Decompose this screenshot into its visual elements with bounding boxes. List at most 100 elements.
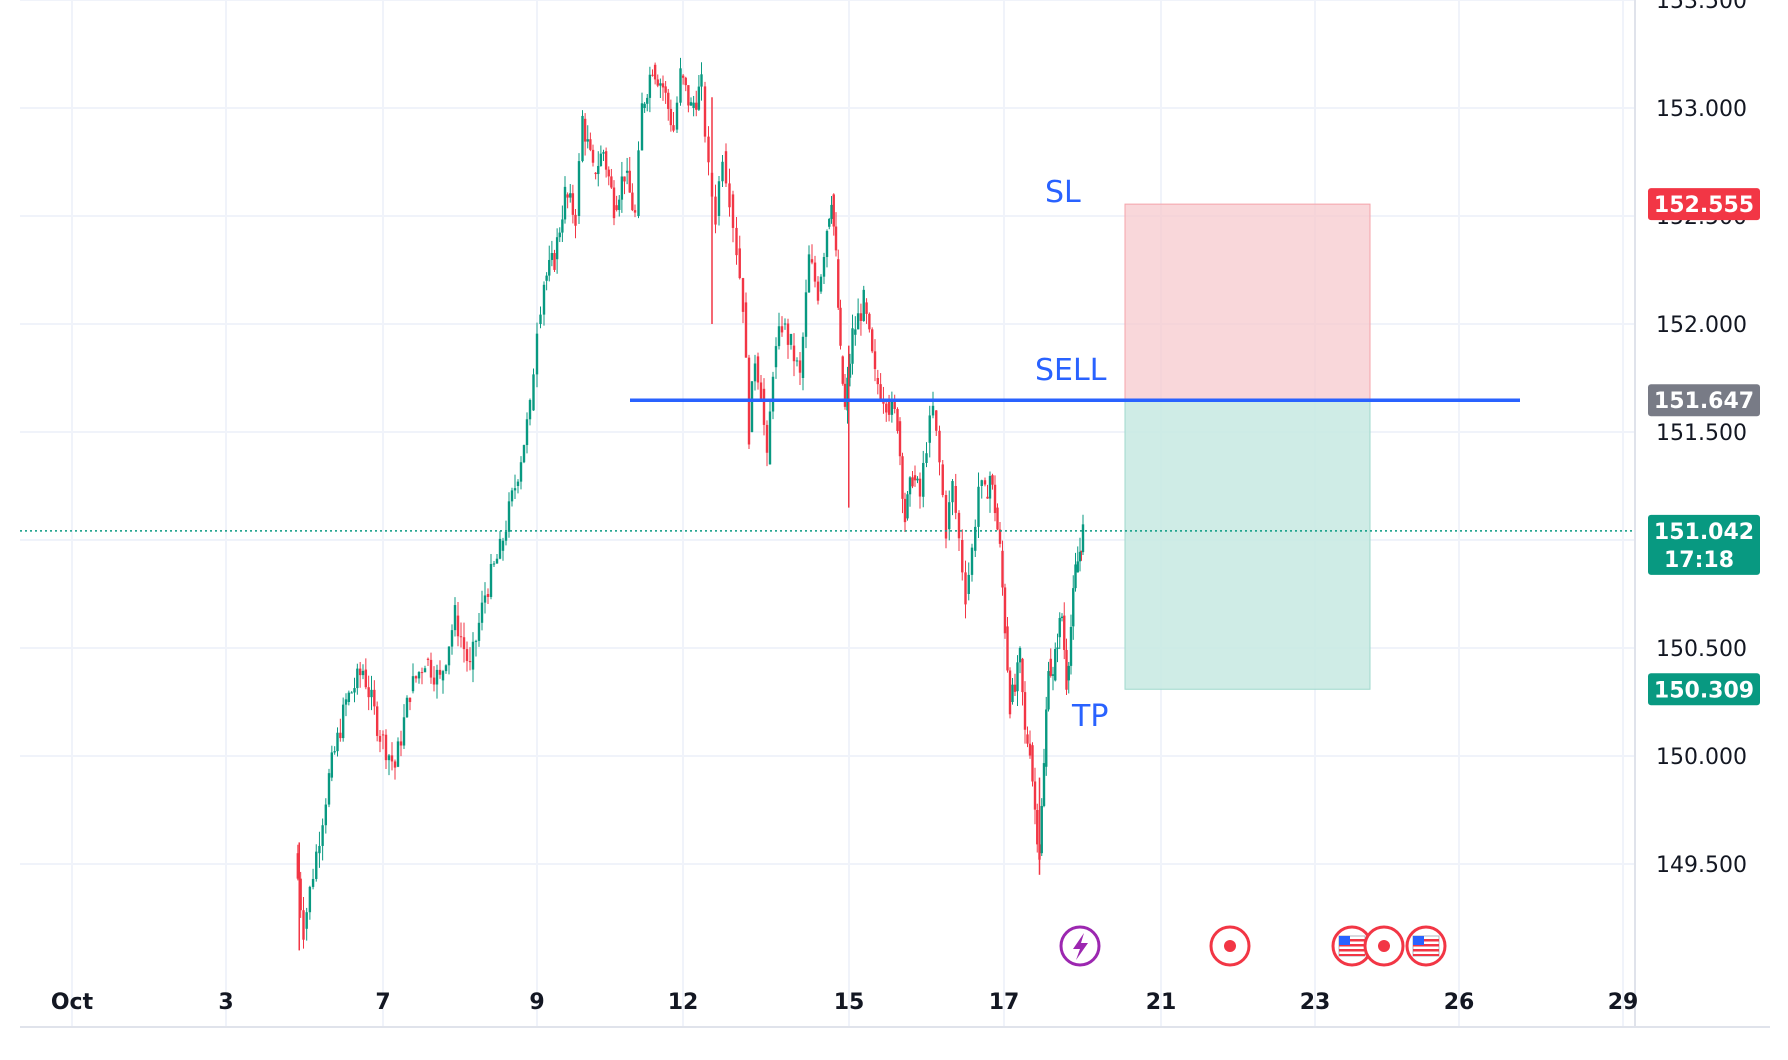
candle-body: [887, 399, 891, 415]
candle-body: [980, 480, 983, 486]
event-markers[interactable]: [1059, 925, 1447, 967]
candle-body: [640, 103, 644, 151]
candle-body: [330, 752, 334, 778]
candle-body: [898, 421, 902, 457]
sell-annotation[interactable]: SELL: [1035, 353, 1107, 388]
candle-body: [1063, 615, 1066, 650]
us-flag-icon[interactable]: [1331, 925, 1373, 967]
us-flag-icon[interactable]: [1405, 925, 1447, 967]
candle-body: [667, 92, 670, 109]
candle-body: [591, 149, 595, 163]
candle-body: [1080, 550, 1083, 553]
candle-body: [426, 658, 430, 660]
candle-body: [768, 411, 772, 465]
candle-body: [646, 97, 649, 104]
candle-body: [841, 356, 844, 384]
candle-body: [308, 886, 312, 913]
candle-body: [856, 313, 860, 330]
candle-body: [610, 176, 613, 188]
candle-body: [825, 230, 829, 258]
candle-body: [893, 400, 896, 409]
candle-body: [311, 878, 315, 887]
candle-body: [804, 292, 808, 337]
candle-body: [396, 741, 400, 767]
candle-body: [944, 494, 948, 539]
y-tick-label: 153.500: [1656, 0, 1747, 14]
candle-body: [583, 118, 587, 142]
candle-body: [931, 405, 935, 416]
take-profit-zone[interactable]: [1124, 399, 1371, 690]
candle-body: [353, 688, 356, 693]
candle-body: [1074, 564, 1077, 589]
candle-body: [1051, 674, 1055, 676]
candle-body: [577, 161, 581, 216]
candle-body: [1042, 763, 1046, 806]
candle-body: [721, 161, 724, 182]
candle-body: [687, 85, 690, 106]
candle-body: [468, 660, 472, 663]
candle-body: [703, 86, 707, 137]
sl-annotation[interactable]: SL: [1045, 175, 1081, 210]
candle-body: [510, 490, 514, 502]
candle-body: [364, 669, 368, 688]
sl-price-badge: 152.555: [1648, 188, 1760, 221]
candle-body: [302, 910, 305, 940]
candle-body: [474, 640, 478, 642]
record-dot-icon[interactable]: [1363, 925, 1405, 967]
candle-body: [373, 689, 376, 707]
candle-body: [986, 496, 989, 499]
y-tick-label: 149.500: [1656, 853, 1747, 878]
candle-body: [983, 480, 987, 485]
candle-body: [707, 136, 710, 163]
candle-body: [633, 210, 637, 213]
candle-body: [522, 445, 526, 463]
lightning-icon[interactable]: [1059, 925, 1101, 967]
x-tick-label: Oct: [51, 990, 94, 1015]
candle-body: [327, 773, 331, 805]
tp-annotation[interactable]: TP: [1071, 699, 1108, 734]
candle-body: [865, 302, 868, 314]
candle-body: [414, 676, 418, 679]
candle-body: [807, 254, 811, 293]
candle-body: [356, 668, 359, 689]
candle-body: [1013, 684, 1017, 692]
entry-price-text: 151.647: [1654, 389, 1754, 414]
candle-body: [964, 572, 967, 605]
candle-body: [420, 672, 424, 674]
candle-body: [717, 181, 721, 216]
candle-body: [750, 381, 754, 432]
candle-body: [555, 237, 559, 260]
candle-body: [1036, 810, 1039, 845]
candle-body: [830, 204, 833, 219]
candle-body: [393, 761, 397, 768]
candle-body: [819, 276, 823, 292]
candle-body: [566, 194, 569, 198]
x-axis-ticks[interactable]: Oct 3 7 9 12 15 17 21 23 26 29: [51, 990, 1638, 1015]
candle-body: [659, 83, 662, 86]
candle-body: [837, 259, 840, 308]
candle-body: [367, 687, 370, 698]
candle-body: [465, 649, 469, 661]
candle-body: [774, 346, 778, 368]
candle-body: [1031, 745, 1034, 782]
candle-body: [459, 636, 463, 638]
stop-loss-zone[interactable]: [1124, 203, 1371, 401]
candle-body: [620, 176, 624, 200]
countdown-text: 17:18: [1664, 548, 1734, 573]
candle-body: [513, 488, 517, 491]
candle-body: [675, 102, 679, 130]
candle-body: [1003, 587, 1007, 634]
candle-body: [695, 102, 698, 110]
candle-body: [519, 462, 523, 482]
candle-body: [651, 74, 654, 76]
record-dot-icon[interactable]: [1209, 925, 1251, 967]
candle-body: [967, 574, 970, 594]
candle-body: [450, 630, 454, 647]
candle-body: [444, 665, 448, 672]
candle-body: [542, 284, 546, 315]
candle-body: [1058, 618, 1061, 638]
candle-body: [873, 351, 877, 370]
candle-body: [759, 382, 763, 400]
